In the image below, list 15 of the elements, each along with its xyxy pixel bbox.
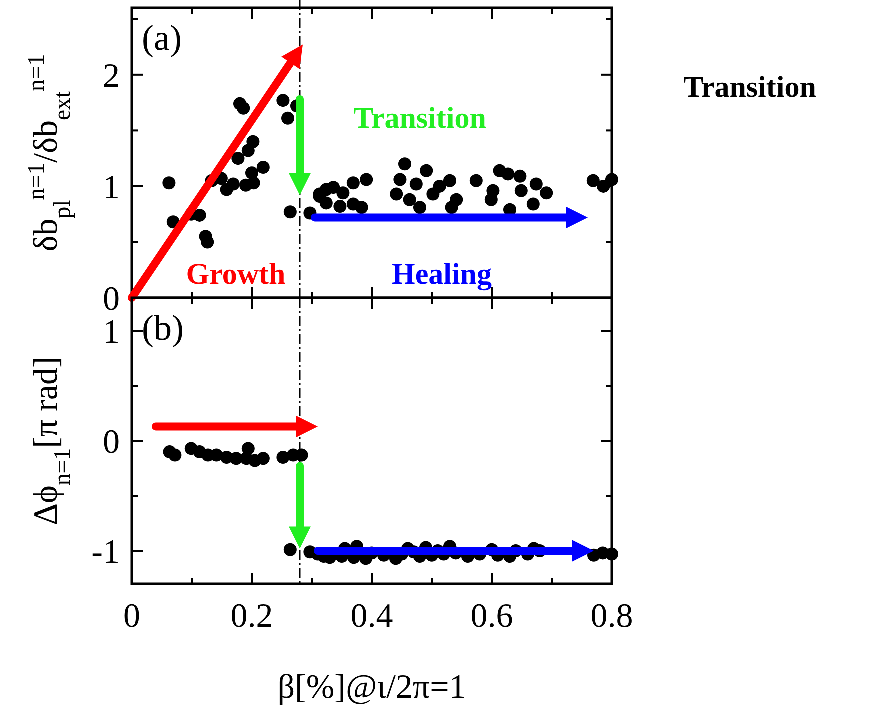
- annotation: Healing: [392, 258, 492, 291]
- x-tick-label: 0.4: [350, 598, 394, 635]
- annotation: Transition: [354, 102, 487, 135]
- x-tick-label: 0.8: [590, 598, 634, 635]
- y-tick-label: 2: [103, 58, 120, 95]
- annotation: (b): [142, 308, 184, 348]
- y-tick-label: 1: [103, 169, 120, 206]
- y-tick-label: 0: [103, 424, 120, 461]
- annotation: (a): [142, 18, 182, 58]
- y-tick-label: -1: [92, 534, 120, 571]
- x-tick-label: 0.2: [230, 598, 274, 635]
- annotation: Growth: [186, 258, 286, 291]
- text: Transition: [684, 71, 817, 104]
- x-tick-label: 0.6: [470, 598, 514, 635]
- x-axis-title: β[%]@ι/2π=1: [278, 669, 466, 706]
